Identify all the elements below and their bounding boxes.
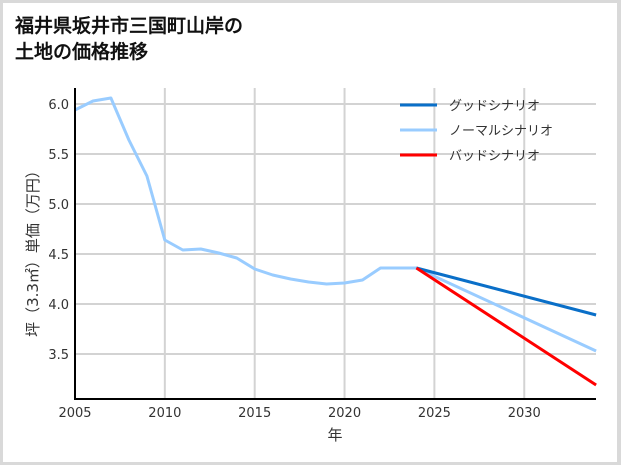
y-tick-label: 5.0	[48, 198, 69, 213]
legend-label: ノーマルシナリオ	[449, 124, 553, 139]
legend-label: グッドシナリオ	[449, 99, 540, 114]
y-tick-labels: 3.5 4.0 4.5 5.0 5.5 6.0	[48, 98, 69, 363]
chart-title-line-2: 土地の価格推移	[15, 41, 149, 63]
plot-lines	[74, 96, 597, 387]
chart-title-line-1: 福井県坂井市三国町山岸の	[15, 15, 244, 37]
x-axis-label: 年	[327, 426, 342, 444]
y-tick-label: 4.5	[48, 248, 69, 263]
x-tick-label: 2030	[508, 406, 541, 421]
x-tick-label: 2010	[148, 406, 181, 421]
chart-frame: 福井県坂井市三国町山岸の 土地の価格推移	[3, 3, 617, 462]
x-tick-label: 2015	[238, 406, 271, 421]
chart-title: 福井県坂井市三国町山岸の 土地の価格推移	[15, 13, 315, 65]
y-tick-label: 3.5	[48, 348, 69, 363]
y-tick-label: 4.0	[48, 298, 69, 313]
axes	[74, 88, 596, 400]
series-line	[74, 96, 597, 353]
x-tick-label: 2020	[328, 406, 361, 421]
series-line	[416, 266, 597, 317]
series-line	[415, 266, 597, 387]
y-axis-label: 坪（3.3㎡）単価（万円）	[24, 163, 42, 337]
x-tick-label: 2005	[58, 406, 91, 421]
y-tick-label: 6.0	[48, 98, 69, 113]
y-tick-label: 5.5	[48, 148, 69, 163]
x-tick-labels: 2005 2010 2015 2020 2025 2030	[58, 406, 540, 421]
x-tick-label: 2025	[418, 406, 451, 421]
gridlines	[75, 88, 596, 399]
legend-label: バッドシナリオ	[449, 149, 540, 164]
